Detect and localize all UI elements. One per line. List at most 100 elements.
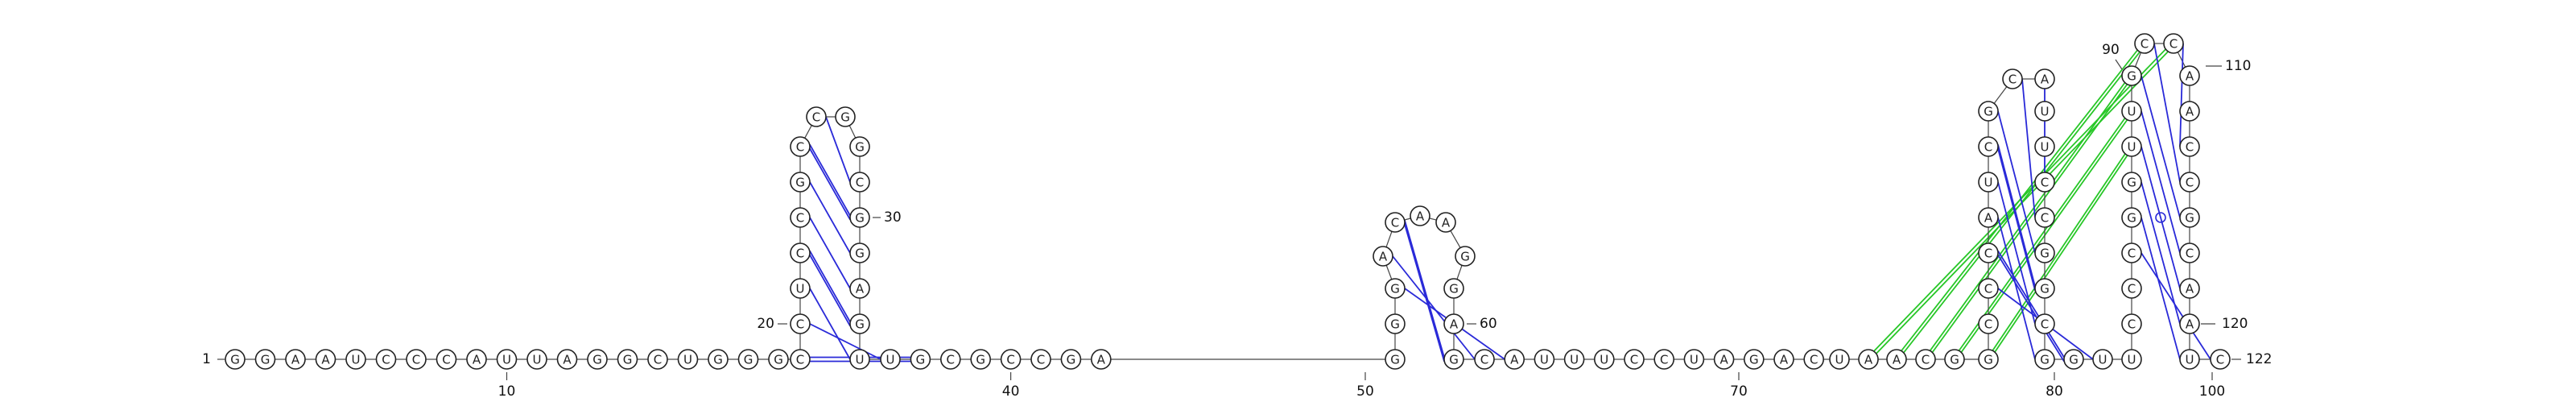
nucleotide-letter: G xyxy=(916,353,926,367)
nucleotide-letter: C xyxy=(1922,353,1930,367)
backbone-link xyxy=(1385,265,1393,280)
nucleotide: U xyxy=(849,349,870,370)
backbone-links xyxy=(245,43,2211,360)
nucleotide-letter: U xyxy=(1570,353,1579,367)
nucleotide-letter: C xyxy=(654,353,662,367)
position-label: 30 xyxy=(884,209,902,226)
nucleotide-letter: U xyxy=(1540,353,1549,367)
position-label: 122 xyxy=(2246,351,2272,367)
nucleotide: C xyxy=(790,207,811,228)
nucleotide-letter: G xyxy=(976,353,985,367)
nucleotide-letter: U xyxy=(2041,105,2050,119)
nucleotide: A xyxy=(1443,313,1464,334)
position-label: 1 xyxy=(202,351,211,367)
nucleotide-letter: U xyxy=(683,353,692,367)
nucleotide-letter: U xyxy=(1984,176,1993,190)
nucleotide: G xyxy=(2034,242,2055,263)
nucleotide: U xyxy=(880,349,901,370)
nucleotide: G xyxy=(2121,207,2142,228)
nucleotide-letter: C xyxy=(2186,176,2194,190)
nucleotide-letter: G xyxy=(2127,69,2136,84)
base-pair-bond xyxy=(2021,78,2036,218)
nucleotide: C xyxy=(1978,278,1999,299)
base-pair-bond xyxy=(2140,110,2181,254)
nucleotide: A xyxy=(1504,349,1525,370)
nucleotide: G xyxy=(910,349,931,370)
nucleotide-letter: G xyxy=(713,353,723,367)
base-pair-bond xyxy=(1997,217,2036,360)
nucleotide-letter: A xyxy=(2186,317,2194,332)
nucleotide-letter: C xyxy=(796,353,804,367)
nucleotide: U xyxy=(1683,349,1705,370)
nucleotide: C xyxy=(2121,313,2142,334)
base-pair-bond xyxy=(809,288,851,360)
nucleotide: G xyxy=(2179,207,2200,228)
position-label: 70 xyxy=(1730,383,1748,400)
nucleotide: A xyxy=(1373,246,1393,267)
nucleotide: C xyxy=(849,172,870,193)
nucleotide: C xyxy=(406,349,427,370)
backbone-link xyxy=(2134,52,2142,68)
position-label: 60 xyxy=(1480,316,1497,332)
pseudoknot-bond xyxy=(1925,77,2132,363)
nucleotide: U xyxy=(526,349,547,370)
position-label: 40 xyxy=(1002,383,1020,400)
nucleotide-letter: C xyxy=(2041,317,2049,332)
nucleotide-letter: C xyxy=(947,353,955,367)
nucleotide-letter: G xyxy=(2127,211,2136,226)
nucleotide-letter: C xyxy=(2128,282,2136,296)
backbone-link xyxy=(1429,218,1437,221)
position-label: 90 xyxy=(2102,42,2120,58)
nucleotide-letter: C xyxy=(1984,140,1992,155)
nucleotide: G xyxy=(1443,278,1464,299)
base-pair-bond xyxy=(825,116,851,183)
nucleotide-letter: G xyxy=(855,247,865,261)
nucleotide-letter: G xyxy=(1460,250,1470,264)
nucleotide-letter: U xyxy=(502,353,511,367)
base-pair-bond xyxy=(1404,220,1445,358)
nucleotide: G xyxy=(708,349,729,370)
nucleotide-letter: G xyxy=(1390,317,1400,332)
nucleotide: G xyxy=(768,349,789,370)
base-pair-bond xyxy=(1997,144,2036,287)
nucleotide-letter: C xyxy=(1391,216,1399,230)
nucleotide-letter: A xyxy=(1442,216,1451,230)
nucleotide: C xyxy=(2121,278,2142,299)
nucleotide-letter: G xyxy=(1390,282,1400,296)
nucleotide: U xyxy=(2092,349,2113,370)
nucleotide-letter: C xyxy=(382,353,390,367)
base-pair-bond xyxy=(809,181,851,254)
nucleotide: C xyxy=(2034,313,2055,334)
nucleotide-letter: A xyxy=(1450,317,1459,332)
nucleotide-letter: G xyxy=(1449,353,1459,367)
nucleotide: C xyxy=(2002,68,2023,89)
nucleotide: A xyxy=(466,349,487,370)
backbone-link xyxy=(1993,86,2008,104)
nucleotide-letter: U xyxy=(1600,353,1608,367)
base-pair-bond xyxy=(809,217,851,289)
nucleotide: A xyxy=(1978,207,1999,228)
nucleotide-letter: C xyxy=(1660,353,1668,367)
nucleotide: C xyxy=(2210,349,2231,370)
nucleotide-letter: C xyxy=(2216,353,2224,367)
nucleotide: G xyxy=(970,349,991,370)
position-label: 110 xyxy=(2225,58,2251,74)
nucleotide: A xyxy=(1886,349,1907,370)
nucleotide: U xyxy=(2121,349,2142,370)
nucleotide-letter: C xyxy=(2169,37,2178,52)
nucleotide: A xyxy=(2034,68,2055,89)
nucleotide-letter: G xyxy=(2040,247,2050,261)
nucleotide: U xyxy=(1594,349,1615,370)
nucleotide-letter: C xyxy=(1037,353,1045,367)
nucleotide-letter: C xyxy=(1630,353,1638,367)
base-pair-bond xyxy=(809,255,851,326)
nucleotide-letter: U xyxy=(533,353,542,367)
nucleotide: A xyxy=(2179,278,2200,299)
base-pair-bond xyxy=(2140,146,2181,289)
nucleotide-letter: C xyxy=(1984,317,1992,332)
nucleotide: G xyxy=(617,349,638,370)
nucleotide: G xyxy=(1443,349,1464,370)
nucleotide-letter: A xyxy=(2186,282,2194,296)
nucleotide: G xyxy=(2121,172,2142,193)
